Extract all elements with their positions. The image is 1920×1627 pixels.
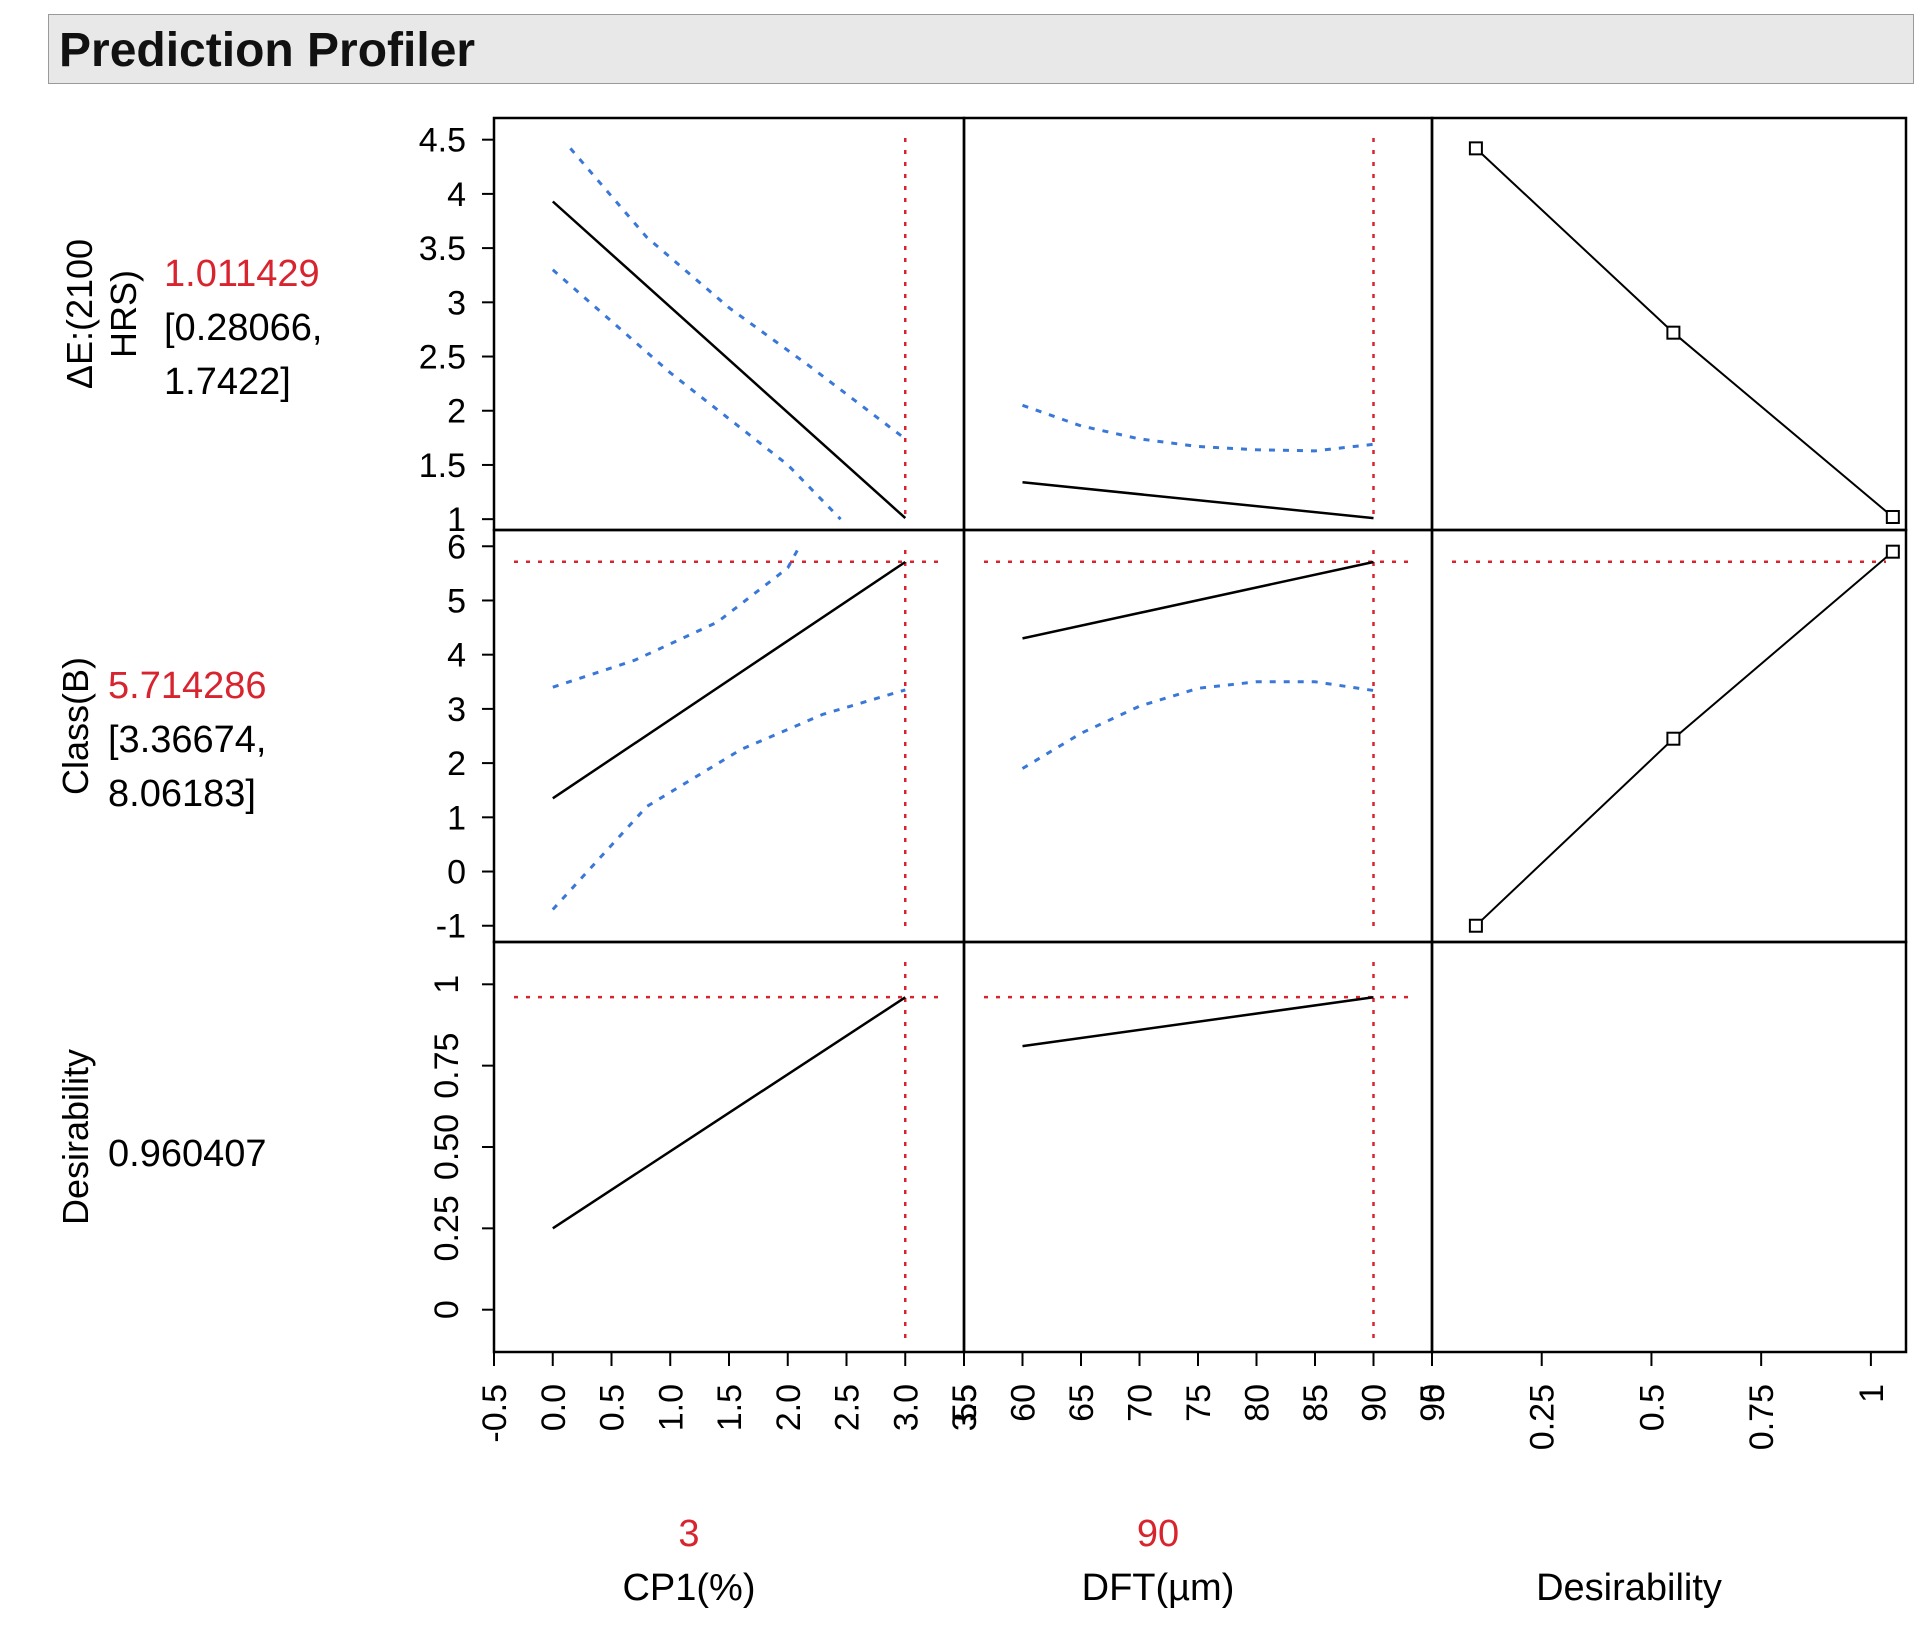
ytick-label-r0-2: 2 bbox=[447, 393, 466, 431]
xtick-label-c1-8: 95 bbox=[1414, 1384, 1452, 1422]
factor-label-0: CP1(%) bbox=[622, 1567, 755, 1609]
ytick-label-r2-1: 0.25 bbox=[428, 1195, 466, 1261]
ytick-label-r0-6: 4 bbox=[447, 176, 466, 214]
prediction-trace-r0-c1 bbox=[1022, 481, 1374, 520]
ytick-label-r1-6: 5 bbox=[447, 582, 466, 620]
panel-r1-c0 bbox=[492, 528, 966, 944]
panel-r2-c0 bbox=[492, 940, 966, 1354]
xtick-label-c2-1: 0.25 bbox=[1524, 1384, 1562, 1450]
response-label-0-0: ΔE:(2100 bbox=[59, 239, 100, 389]
ytick-label-r0-4: 3 bbox=[447, 284, 466, 322]
factor-value-1: 90 bbox=[1137, 1513, 1179, 1555]
ci-upper-r0-c0 bbox=[569, 147, 907, 441]
prediction-trace-r1-c1 bbox=[1022, 560, 1374, 640]
prediction-trace-r2-c0 bbox=[552, 996, 906, 1230]
desirability-handle-r1-1 bbox=[1666, 731, 1681, 746]
profiler-title: Prediction Profiler bbox=[59, 24, 476, 77]
ci-lower-r0-c0 bbox=[551, 268, 842, 521]
response-ci-1-0: [3.36674, bbox=[108, 719, 266, 761]
ytick-label-r1-4: 3 bbox=[447, 691, 466, 729]
factor-value-0: 3 bbox=[678, 1513, 699, 1555]
ytick-label-r2-2: 0.50 bbox=[428, 1114, 466, 1180]
xtick-label-c1-6: 85 bbox=[1297, 1384, 1335, 1422]
xtick-label-c2-3: 0.75 bbox=[1743, 1384, 1781, 1450]
desirability-handle-r1-0 bbox=[1468, 918, 1483, 933]
ci-lower-r1-c0 bbox=[551, 688, 906, 911]
desirability-handle-r0-1 bbox=[1666, 325, 1681, 340]
response-value-2: 0.960407 bbox=[108, 1133, 267, 1175]
ci-upper-r0-c1 bbox=[1022, 403, 1374, 453]
xtick-label-c0-7: 3.0 bbox=[887, 1384, 925, 1431]
ytick-label-r1-1: 0 bbox=[447, 854, 466, 892]
xtick-label-c0-5: 2.0 bbox=[770, 1384, 808, 1431]
xtick-label-c0-8: 3.5 bbox=[946, 1384, 984, 1431]
ytick-label-r1-3: 2 bbox=[447, 745, 466, 783]
desirability-function-r1 bbox=[1475, 550, 1894, 927]
panel-r0-c0 bbox=[492, 116, 966, 532]
xtick-label-c0-4: 1.5 bbox=[711, 1384, 749, 1431]
panel-r2-c2 bbox=[1430, 940, 1908, 1354]
profiler-header[interactable]: Prediction Profiler bbox=[48, 14, 1914, 84]
response-label-2-0: Desirability bbox=[55, 1049, 96, 1225]
xtick-label-c0-3: 1.0 bbox=[652, 1384, 690, 1431]
desirability-handle-r0-0 bbox=[1468, 141, 1483, 156]
ytick-label-r0-3: 2.5 bbox=[419, 339, 466, 377]
ytick-label-r1-7: 6 bbox=[447, 528, 466, 566]
xtick-label-c1-5: 80 bbox=[1239, 1384, 1277, 1422]
response-value-0: 1.011429 bbox=[164, 253, 320, 295]
panel-r0-c1 bbox=[962, 116, 1434, 532]
prediction-trace-r0-c0 bbox=[551, 200, 907, 520]
response-label-1-0: Class(B) bbox=[55, 657, 96, 795]
ci-upper-r1-c0 bbox=[552, 545, 801, 689]
ytick-label-r0-5: 3.5 bbox=[419, 230, 466, 268]
desirability-handle-r0-2 bbox=[1885, 509, 1900, 524]
xtick-label-c1-1: 60 bbox=[1005, 1384, 1043, 1422]
ytick-label-r2-3: 0.75 bbox=[428, 1033, 466, 1099]
factor-label-1: DFT(µm) bbox=[1082, 1567, 1235, 1609]
ytick-label-r0-7: 4.5 bbox=[419, 122, 466, 160]
desirability-function-r0 bbox=[1475, 147, 1894, 518]
ci-lower-r1-c1 bbox=[1021, 680, 1374, 770]
response-ci-1-1: 8.06183] bbox=[108, 773, 256, 815]
xtick-label-c1-7: 90 bbox=[1356, 1384, 1394, 1422]
ytick-label-r1-0: -1 bbox=[436, 908, 466, 946]
response-label-0-1: HRS) bbox=[103, 270, 144, 358]
xtick-label-c2-0: 0 bbox=[1414, 1384, 1452, 1403]
response-ci-0-0: [0.28066, bbox=[164, 307, 322, 349]
xtick-label-c1-2: 65 bbox=[1063, 1384, 1101, 1422]
desirability-handle-r1-2 bbox=[1885, 544, 1900, 559]
xtick-label-c0-6: 2.5 bbox=[829, 1384, 867, 1431]
xtick-label-c1-4: 75 bbox=[1180, 1384, 1218, 1422]
xtick-label-c1-3: 70 bbox=[1122, 1384, 1160, 1422]
prediction-trace-r1-c0 bbox=[552, 560, 906, 800]
ytick-label-r2-4: 1 bbox=[428, 975, 466, 994]
xtick-label-c2-4: 1 bbox=[1853, 1384, 1891, 1403]
response-ci-0-1: 1.7422] bbox=[164, 361, 291, 403]
ytick-label-r0-1: 1.5 bbox=[419, 447, 466, 485]
prediction-trace-r2-c1 bbox=[1022, 996, 1374, 1048]
panel-r2-c1 bbox=[962, 940, 1434, 1354]
ytick-label-r2-0: 0 bbox=[428, 1300, 466, 1319]
xtick-label-c0-1: 0.0 bbox=[535, 1384, 573, 1431]
xtick-label-c0-0: -0.5 bbox=[476, 1384, 514, 1443]
panel-r1-c1 bbox=[962, 528, 1434, 944]
ytick-label-r1-5: 4 bbox=[447, 637, 466, 675]
xtick-label-c2-2: 0.5 bbox=[1633, 1384, 1671, 1431]
factor-label-2: Desirability bbox=[1536, 1567, 1722, 1609]
xtick-label-c1-0: 55 bbox=[946, 1384, 984, 1422]
ytick-label-r1-2: 1 bbox=[447, 799, 466, 837]
response-value-1: 5.714286 bbox=[108, 665, 267, 707]
ytick-label-r0-0: 1 bbox=[447, 501, 466, 539]
xtick-label-c0-2: 0.5 bbox=[594, 1384, 632, 1431]
